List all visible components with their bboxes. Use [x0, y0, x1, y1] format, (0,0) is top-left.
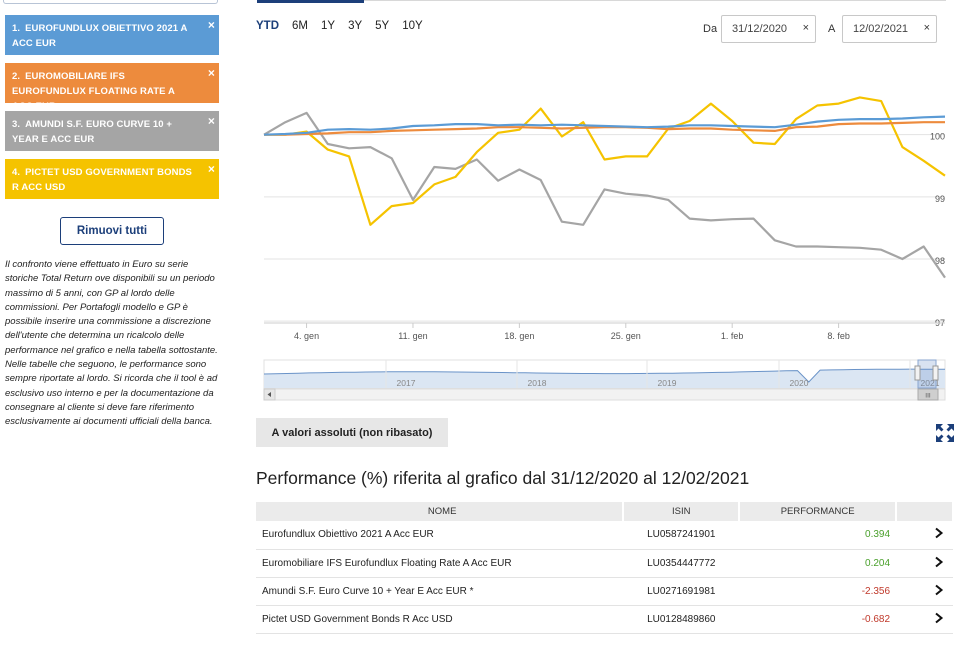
series-line-4 — [264, 96, 946, 226]
navigator-line — [263, 368, 946, 383]
series-line-3 — [263, 111, 946, 279]
navigator-year-label: 2017 — [397, 378, 416, 388]
fullscreen-icon[interactable] — [935, 423, 955, 443]
active-tab-indicator — [257, 0, 364, 3]
period-10y[interactable]: 10Y — [402, 20, 423, 32]
fund-name: Amundi S.F. Euro Curve 10 + Year E Acc E… — [12, 119, 173, 145]
clear-to-date-icon[interactable]: × — [923, 22, 930, 34]
row-isin: LU0354447772 — [623, 549, 740, 578]
navigator-year-label: 2021 — [921, 378, 940, 388]
scrollbar-grip-icon: III — [925, 393, 931, 400]
fund-card-3[interactable]: 3. Amundi S.F. Euro Curve 10 + Year E Acc… — [5, 111, 219, 151]
row-isin: LU0271691981 — [623, 577, 740, 606]
series-line-2 — [264, 121, 945, 136]
header-spacer — [896, 502, 954, 521]
fund-card-1[interactable]: 1. Eurofundlux Obiettivo 2021 A Acc EUR × — [5, 15, 219, 55]
remove-all-button[interactable]: Rimuovi tutti — [60, 217, 164, 245]
fund-card-2[interactable]: 2. Euromobiliare IFS Eurofundlux Floating… — [5, 63, 219, 103]
fund-number: 4. — [12, 167, 21, 178]
header-name[interactable]: NOME — [256, 502, 625, 521]
clear-from-date-icon[interactable]: × — [802, 22, 809, 34]
row-name: Pictet USD Government Bonds R Acc USD — [256, 605, 624, 634]
to-date-value: 12/02/2021 — [853, 23, 909, 35]
performance-table: NOME ISIN PERFORMANCE Eurofundlux Obiett… — [256, 502, 954, 634]
navigator-year-label: 2020 — [790, 378, 809, 388]
y-tick-label: 100 — [930, 132, 945, 142]
chevron-right-icon[interactable] — [933, 584, 945, 596]
navigator-area — [264, 369, 945, 388]
row-name: Amundi S.F. Euro Curve 10 + Year E Acc E… — [256, 577, 624, 606]
period-ytd[interactable]: YTD — [256, 20, 279, 32]
period-1y[interactable]: 1Y — [320, 20, 336, 32]
disclaimer-text: Il confronto viene effettuato in Euro su… — [5, 259, 218, 428]
row-isin: LU0587241901 — [623, 521, 740, 550]
fund-card-4[interactable]: 4. Pictet USD Government Bonds R Acc USD … — [5, 159, 219, 199]
period-selector: YTD 6M 1Y 3Y 5Y 10Y — [256, 20, 436, 32]
sidebar-top-strip — [3, 0, 218, 4]
absolute-values-button[interactable]: A valori assoluti (non ribasato) — [256, 418, 448, 447]
remove-fund-icon[interactable]: × — [207, 114, 215, 128]
x-tick-label: 8. feb — [827, 331, 850, 341]
row-performance: 0.394 — [739, 521, 897, 550]
navigator-scrollbar-track — [263, 388, 946, 401]
remove-fund-icon[interactable]: × — [207, 66, 215, 80]
x-tick-label: 18. gen — [504, 331, 534, 341]
performance-title: Performance (%) riferita al grafico dal … — [256, 468, 750, 488]
from-date-value: 31/12/2020 — [732, 23, 788, 35]
x-tick-label: 1. feb — [721, 331, 744, 341]
table-row[interactable]: Euromobiliare IFS Eurofundlux Floating R… — [256, 549, 953, 578]
y-tick-label: 99 — [935, 194, 945, 204]
table-row[interactable]: Eurofundlux Obiettivo 2021 A Acc EUR LU0… — [256, 521, 953, 550]
row-name: Euromobiliare IFS Eurofundlux Floating R… — [256, 549, 624, 578]
series-line-1 — [263, 115, 946, 136]
period-6m[interactable]: 6M — [292, 20, 308, 32]
row-isin: LU0128489860 — [623, 605, 740, 634]
fund-number: 2. — [12, 71, 21, 82]
period-5y[interactable]: 5Y — [375, 20, 390, 32]
navigator-year-label: 2019 — [658, 378, 677, 388]
chevron-right-icon[interactable] — [933, 556, 945, 568]
remove-fund-icon[interactable]: × — [207, 162, 215, 176]
navigator-year-label: 2018 — [528, 378, 547, 388]
x-tick-label: 4. gen — [294, 331, 319, 341]
fund-name: Pictet USD Government Bonds R Acc USD — [12, 167, 192, 193]
fund-name: Euromobiliare IFS Eurofundlux Floating R… — [12, 71, 175, 103]
sidebar: 1. Eurofundlux Obiettivo 2021 A Acc EUR ×… — [0, 0, 225, 655]
row-performance: -2.356 — [739, 577, 897, 606]
table-row[interactable]: Amundi S.F. Euro Curve 10 + Year E Acc E… — [256, 577, 953, 606]
row-performance: 0.204 — [739, 549, 897, 578]
to-date-field[interactable]: 12/02/2021 × — [842, 15, 937, 43]
x-tick-label: 25. gen — [611, 331, 641, 341]
fund-name: Eurofundlux Obiettivo 2021 A Acc EUR — [12, 23, 188, 49]
fund-number: 1. — [12, 23, 21, 34]
row-performance: -0.682 — [739, 605, 897, 634]
y-tick-label: 98 — [935, 256, 945, 266]
x-tick-label: 11. gen — [398, 331, 427, 341]
navigator-handle-left — [914, 365, 921, 381]
table-row[interactable]: Pictet USD Government Bonds R Acc USD LU… — [256, 605, 953, 634]
fund-number: 3. — [12, 119, 21, 130]
table-header-row: NOME ISIN PERFORMANCE — [256, 502, 954, 521]
chevron-right-icon[interactable] — [933, 612, 945, 624]
tab-divider — [364, 0, 946, 1]
header-isin[interactable]: ISIN — [623, 502, 741, 521]
to-date-label: A — [828, 23, 836, 35]
header-performance[interactable]: PERFORMANCE — [739, 502, 898, 521]
from-date-label: Da — [703, 23, 718, 35]
chevron-right-icon[interactable] — [933, 527, 945, 539]
remove-fund-icon[interactable]: × — [207, 18, 215, 32]
navigator-scrollbar-thumb — [917, 388, 939, 401]
scroll-left-arrow-icon — [267, 392, 271, 397]
period-3y[interactable]: 3Y — [348, 20, 363, 32]
row-name: Eurofundlux Obiettivo 2021 A Acc EUR — [256, 521, 624, 550]
navigator-handle-right — [932, 365, 939, 381]
from-date-field[interactable]: 31/12/2020 × — [721, 15, 816, 43]
